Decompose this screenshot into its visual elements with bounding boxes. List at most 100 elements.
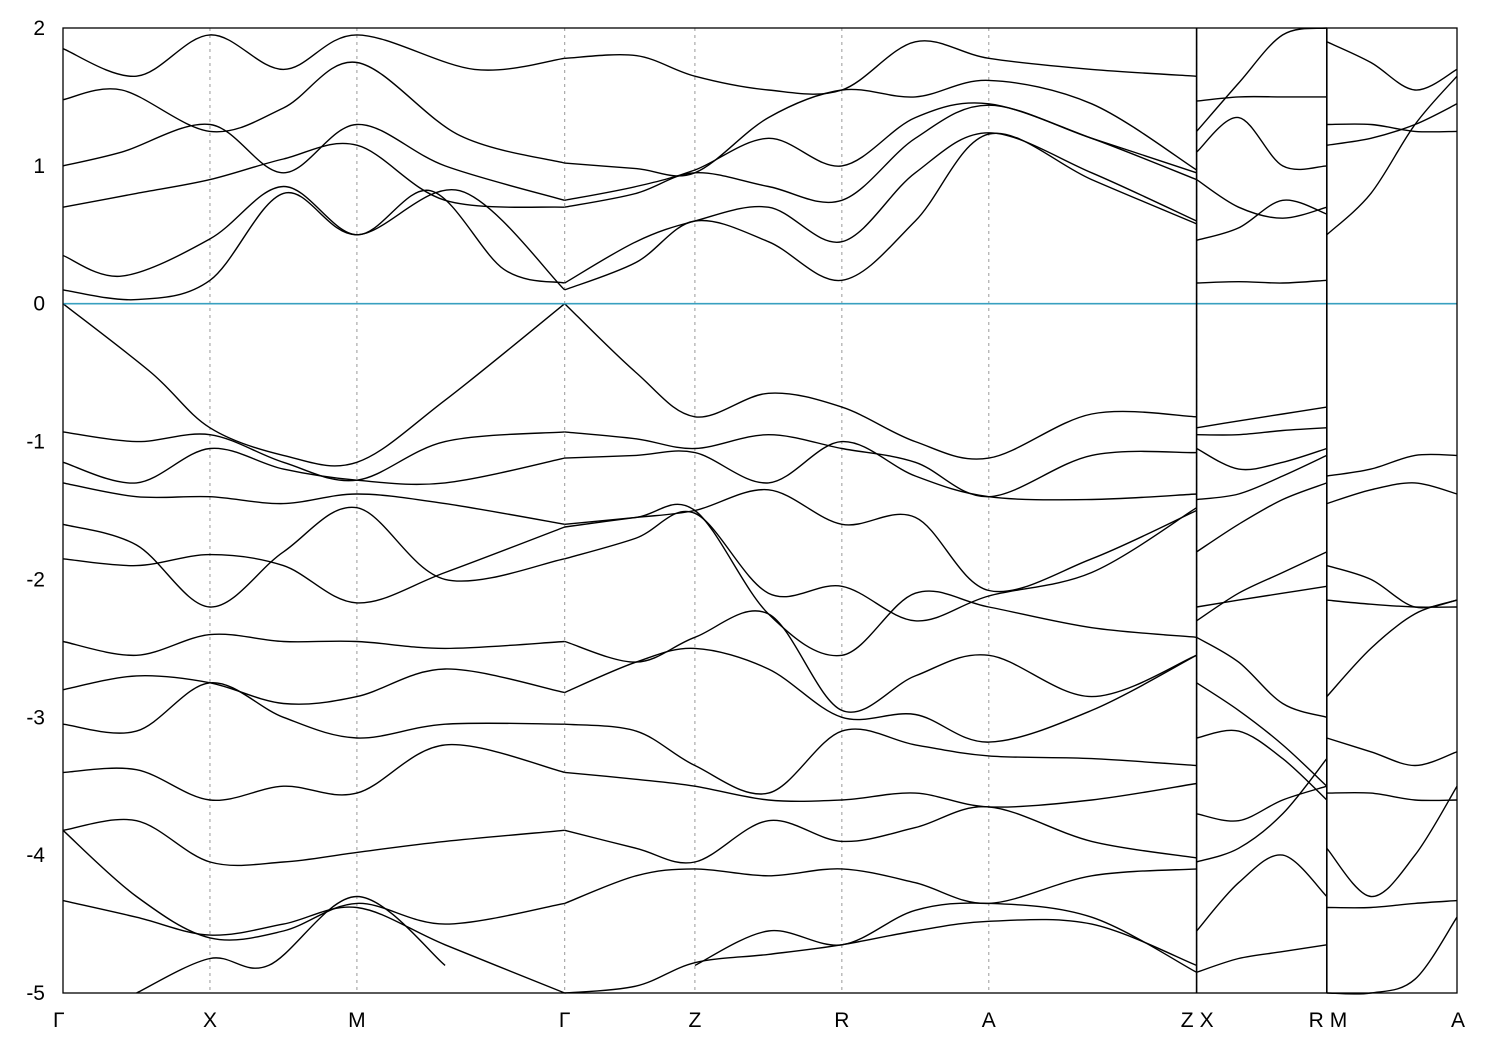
band-line-58	[1196, 636, 1328, 718]
kpath-grid	[209, 28, 1328, 993]
band-line-13	[1196, 279, 1327, 284]
band-line-29	[62, 482, 565, 525]
x-tick-label: R	[1309, 1009, 1324, 1032]
band-line-63	[1196, 854, 1328, 932]
band-line-26	[564, 431, 1197, 498]
band-line-60	[1196, 729, 1328, 801]
band-line-16	[1196, 116, 1327, 171]
band-line-55	[1196, 482, 1328, 553]
band-line-34	[564, 503, 1197, 657]
band-line-38	[564, 647, 1197, 743]
band-line-57	[1196, 551, 1328, 622]
x-tick-label: M	[1330, 1009, 1348, 1032]
x-tick-label: Γ	[559, 1009, 571, 1032]
band-line-43	[62, 818, 565, 867]
band-line-42	[564, 771, 1197, 808]
band-line-1	[62, 188, 566, 301]
band-line-71	[1326, 791, 1458, 802]
y-tick-label: -5	[26, 982, 45, 1005]
band-line-37	[62, 668, 565, 705]
band-line-27	[62, 447, 565, 486]
band-line-45	[62, 829, 565, 941]
x-tick-label: Γ	[53, 1009, 65, 1032]
band-line-32	[564, 507, 1197, 622]
band-line-18	[1196, 95, 1327, 102]
band-line-12	[564, 40, 1197, 95]
band-line-6	[564, 104, 1197, 208]
y-tick-label: -3	[26, 706, 45, 729]
band-line-65	[1326, 482, 1458, 505]
band-line-4	[564, 132, 1197, 284]
band-line-25	[62, 431, 565, 482]
band-line-11	[62, 34, 565, 77]
band-line-56	[1196, 585, 1327, 608]
y-tick-label: -1	[26, 431, 45, 454]
band-line-70	[1326, 737, 1458, 767]
band-line-15	[1196, 179, 1327, 219]
band-line-48	[564, 918, 1197, 994]
band-line-7	[62, 123, 565, 201]
band-line-35	[62, 633, 565, 657]
band-lines	[62, 27, 1458, 995]
band-line-47	[62, 899, 565, 994]
band-line-62	[1196, 758, 1328, 863]
band-line-30	[564, 489, 1197, 593]
band-line-39	[62, 682, 565, 739]
band-line-74	[1326, 916, 1458, 995]
band-line-2	[564, 132, 1197, 291]
band-line-22	[1326, 41, 1458, 91]
band-line-40	[564, 723, 1197, 795]
band-line-5	[62, 142, 565, 208]
band-line-52	[1196, 427, 1327, 436]
band-line-64	[1196, 944, 1327, 973]
band-line-53	[1196, 447, 1328, 471]
band-line-17	[1196, 27, 1327, 132]
band-line-69	[1326, 599, 1458, 698]
x-tick-label: Z	[688, 1009, 701, 1032]
band-line-51	[1196, 406, 1327, 429]
y-tick-label: 2	[33, 17, 45, 40]
band-line-10	[564, 79, 1197, 177]
band-line-46	[564, 868, 1197, 905]
band-line-20	[1326, 103, 1458, 146]
band-line-19	[1326, 75, 1458, 236]
band-line-50	[694, 902, 1197, 973]
y-tick-label: 1	[33, 155, 45, 178]
x-tick-label: M	[348, 1009, 366, 1032]
band-line-68	[1326, 599, 1458, 608]
band-line-44	[564, 806, 1197, 864]
band-line-3	[62, 185, 565, 284]
segment-breaks	[1195, 28, 1328, 993]
band-line-21	[1326, 123, 1458, 133]
x-tick-label: R	[834, 1009, 849, 1032]
band-line-31	[62, 506, 565, 608]
band-line-59	[1196, 682, 1328, 787]
x-tick-label: X	[203, 1009, 217, 1032]
x-tick-label: X	[1200, 1009, 1214, 1032]
band-line-23	[62, 303, 566, 467]
x-tick-label: Z	[1181, 1009, 1194, 1032]
plot-frame	[62, 27, 1458, 994]
band-line-49	[136, 895, 446, 994]
band-line-33	[62, 526, 565, 604]
band-line-14	[1196, 199, 1328, 241]
x-tick-label: A	[982, 1009, 996, 1032]
y-tick-label: -4	[26, 844, 45, 867]
band-line-41	[62, 743, 565, 802]
band-line-9	[62, 61, 565, 164]
x-tick-label: A	[1451, 1009, 1465, 1032]
y-tick-label: 0	[33, 293, 45, 316]
y-tick-labels: -5 -4 -3 -2 -1 0 1 2	[26, 17, 45, 1005]
band-line-61	[1196, 785, 1328, 822]
band-line-36	[564, 610, 1197, 713]
y-tick-label: -2	[26, 568, 45, 591]
band-line-24	[564, 303, 1197, 460]
band-line-72	[1326, 785, 1458, 898]
band-line-28	[564, 440, 1197, 501]
band-line-54	[1196, 454, 1328, 501]
band-line-73	[1326, 899, 1458, 909]
band-line-66	[1326, 453, 1458, 477]
band-line-8	[564, 102, 1197, 201]
